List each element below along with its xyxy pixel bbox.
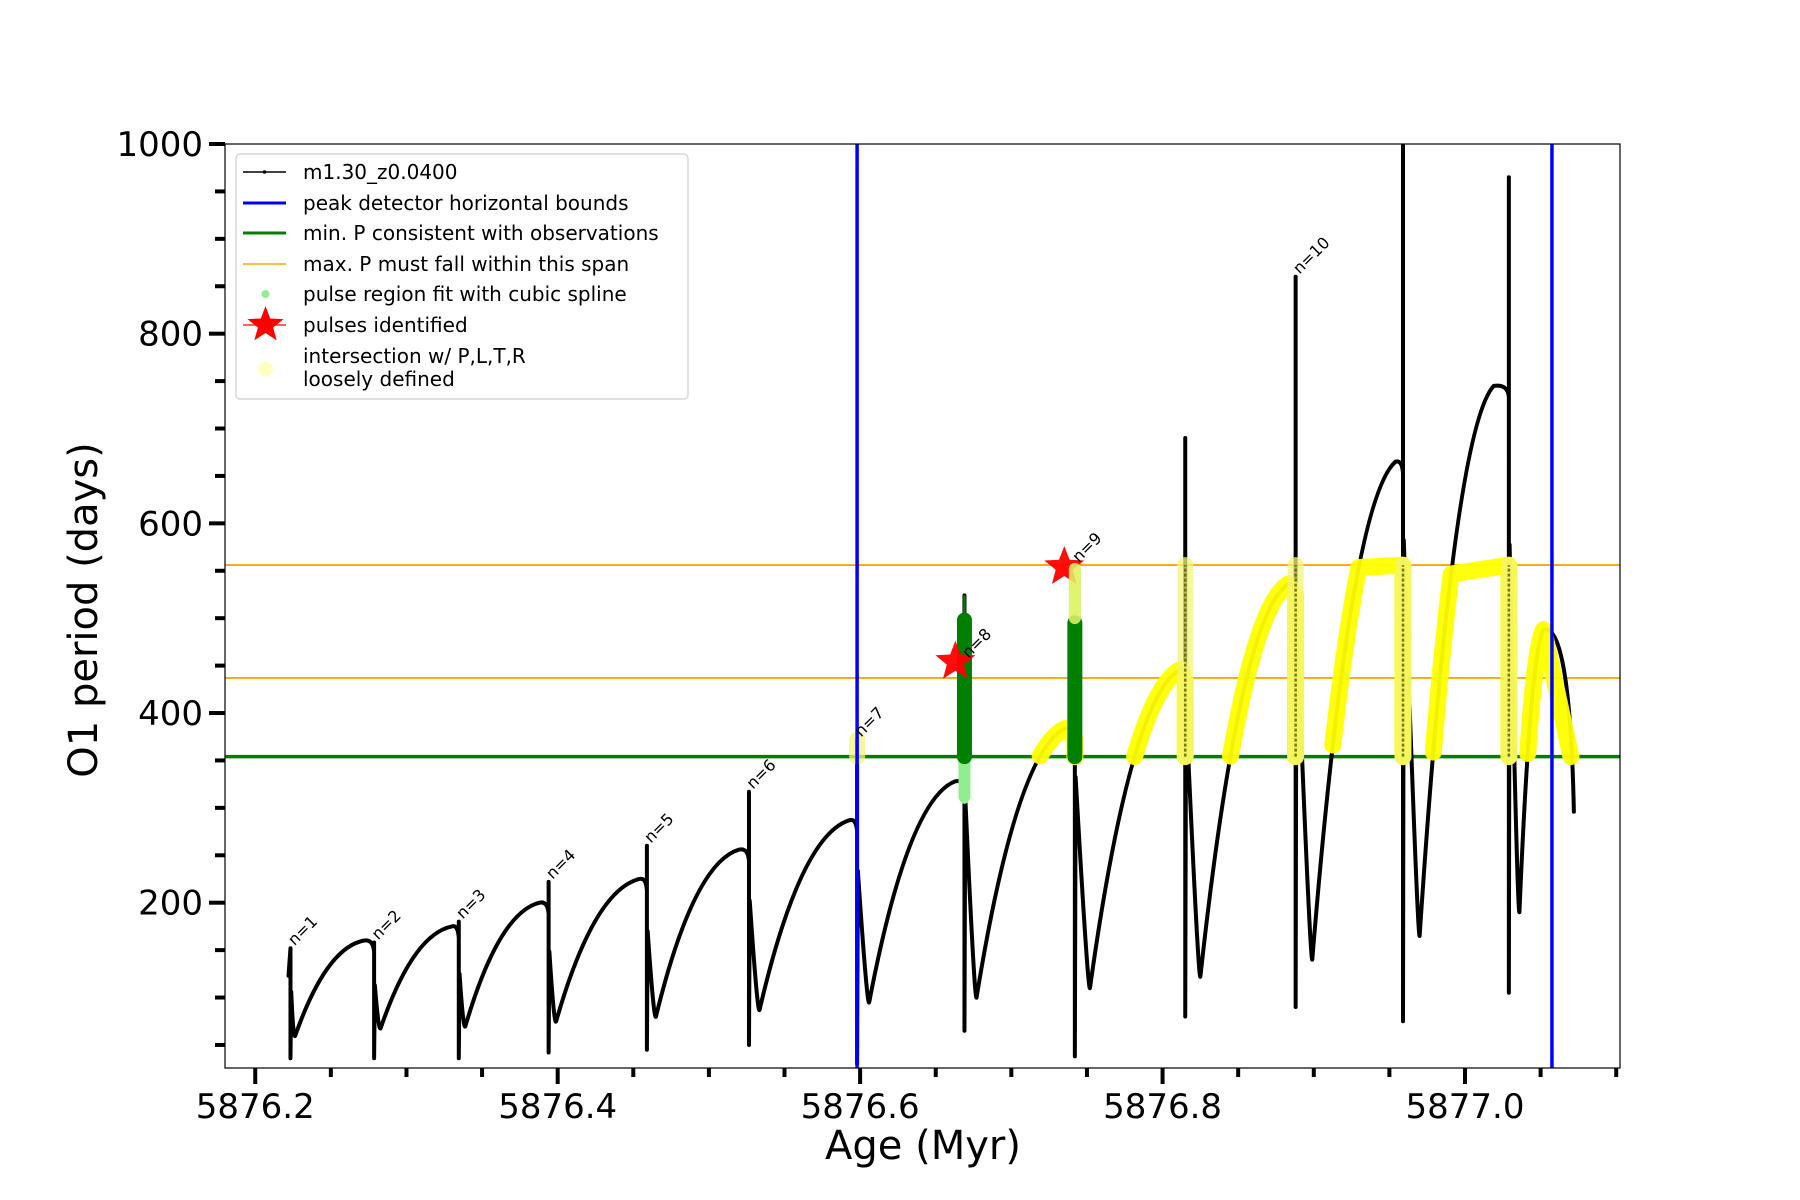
x-tick-label: 5877.0 (1406, 1087, 1525, 1127)
legend-green-dot-icon (261, 290, 270, 298)
legend-label-pulses: pulses identified (303, 313, 468, 337)
legend-yellow-circle-icon (258, 361, 273, 377)
legend-entry-spline: pulse region fit with cubic spline (261, 282, 627, 306)
legend-label-max-p: max. P must fall within this span (303, 252, 629, 276)
intersection-arc (1519, 621, 1580, 766)
overlay-layer (849, 144, 1580, 1068)
intersection-arc (1031, 719, 1084, 766)
model-series-line (286, 144, 1576, 1066)
x-tick-label: 5876.4 (498, 1087, 617, 1127)
x-tick-label: 5876.8 (1103, 1087, 1222, 1127)
x-tick-label: 5876.2 (196, 1087, 315, 1127)
intersection-arc (1222, 575, 1305, 766)
legend-entry-intersection: intersection w/ P,L,T,R loosely defined (258, 344, 526, 391)
y-tick-label: 800 (138, 315, 203, 355)
legend-box (235, 153, 689, 400)
legend-entry-min-p: min. P consistent with observations (243, 221, 659, 245)
legend-entry-peak-detector: peak detector horizontal bounds (243, 191, 629, 215)
y-tick-label: 600 (138, 504, 203, 544)
legend: m1.30_z0.0400 peak detector horizontal b… (235, 153, 689, 400)
y-axis: 200 400 600 800 1000 (116, 125, 225, 1047)
legend-label-intersection-line2: loosely defined (303, 367, 455, 391)
y-tick-label: 400 (138, 694, 203, 734)
legend-dot-marker-icon (262, 170, 267, 174)
legend-star-icon (247, 306, 284, 341)
y-tick-label: 200 (138, 884, 203, 924)
legend-label-model: m1.30_z0.0400 (303, 160, 458, 184)
x-axis-label: Age (Myr) (825, 1123, 1021, 1169)
legend-entry-max-p: max. P must fall within this span (243, 252, 629, 276)
legend-entry-pulses: pulses identified (243, 306, 468, 341)
pulse-identified-star-icon (935, 640, 976, 679)
spline-fit-point (959, 794, 969, 804)
pulse-identified-star-icon (1044, 546, 1085, 584)
legend-label-min-p: min. P consistent with observations (303, 221, 659, 245)
series-layer (286, 144, 1576, 1066)
x-tick-label: 5876.6 (801, 1087, 920, 1127)
intersection-arc (1126, 660, 1194, 766)
intersection-arc (1424, 556, 1518, 766)
legend-label-intersection: intersection w/ P,L,T,R (303, 344, 526, 368)
x-axis: 5876.2 5876.4 5876.6 5876.8 5877.0 (196, 1068, 1619, 1127)
intersection-arc (1324, 556, 1412, 766)
legend-label-spline: pulse region fit with cubic spline (303, 282, 627, 306)
legend-entry-model: m1.30_z0.0400 (243, 160, 458, 184)
legend-label-peak-detector: peak detector horizontal bounds (303, 191, 629, 215)
plot-frame (224, 143, 1621, 1069)
y-tick-label: 1000 (116, 125, 203, 165)
y-axis-label: O1 period (days) (61, 442, 107, 777)
